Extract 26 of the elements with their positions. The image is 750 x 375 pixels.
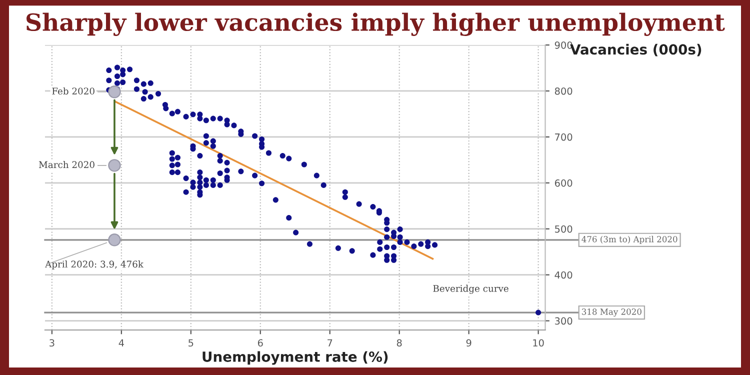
- x-axis-title: Unemployment rate (%): [202, 351, 388, 365]
- ref-line-label: 476 (3m to) April 2020: [582, 236, 678, 244]
- y-tick-label: 800: [554, 87, 572, 95]
- y-tick-label: 700: [555, 133, 572, 141]
- annotation: Beveridge curve: [433, 284, 508, 294]
- y-tick-label: 300: [555, 317, 572, 325]
- x-tick-label: 5: [188, 339, 194, 347]
- chart-title: Sharply lower vacancies imply higher unemployment: [26, 12, 725, 36]
- point: [108, 159, 121, 172]
- y-axis-title: Vacancies (000s): [570, 44, 702, 56]
- y-tick-label: 400: [554, 271, 572, 279]
- x-tick-label: 3: [50, 339, 54, 347]
- x-tick-label: 8: [396, 339, 402, 347]
- annotation: Feb 2020: [52, 87, 94, 95]
- x-tick-label: 10: [533, 339, 544, 347]
- y-tick-label: 600: [554, 179, 572, 187]
- annotation: April 2020: 3.9, 476k: [44, 260, 144, 270]
- ref-line-label: 318 May 2020: [582, 308, 642, 317]
- point: [108, 234, 121, 246]
- x-tick-label: 4: [118, 339, 124, 346]
- x-tick-label: 9: [466, 339, 472, 347]
- x-tick-label: 6: [258, 339, 263, 347]
- point: [108, 86, 121, 98]
- y-tick-label: 500: [555, 225, 572, 233]
- annotation: March 2020: [38, 161, 94, 168]
- x-tick-label: 7: [328, 339, 332, 346]
